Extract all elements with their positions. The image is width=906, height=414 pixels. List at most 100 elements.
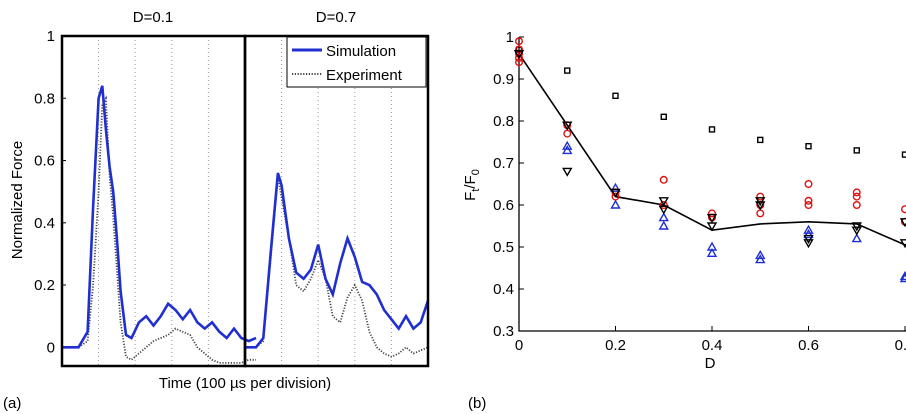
panel-a-ytick-label: 0 [47,339,55,356]
panel-a-ytick-label: 0.4 [34,215,55,232]
point-triangle-down-5 [658,205,669,215]
panel-b-y-label-text: Ft/F0 [462,169,482,201]
point-triangle-down-1 [562,121,573,131]
point-triangle-up-14 [899,273,906,283]
panel-b: 0 0.2 0.4 0.6 0.8 0.3 0.4 0.5 0.6 0.7 0.8 0.9 1 D Ft… [462,29,906,412]
panel-b-ytick-label: 0.4 [493,281,514,298]
point-square-5 [757,136,764,144]
point-triangle-up-2 [610,182,621,192]
point-triangle-up-0 [562,140,573,150]
point-circle-17 [804,196,813,205]
point-circle-11 [708,209,717,218]
panel-b-ytick-label: 0.8 [493,113,514,130]
legend-box [286,36,427,88]
panel-b-ytick-label: 0.5 [493,239,514,256]
panel-a-y-label: Normalized Force [9,141,26,259]
point-square-2 [612,92,619,100]
point-square-0 [515,46,523,53]
panel-a-left-experiment-line [62,95,256,364]
point-circle-6 [563,129,572,138]
point-triangle-up-10 [803,224,814,234]
panel-a-label: (a) [3,395,21,412]
point-triangle-down-14 [899,218,906,228]
point-circle-19 [852,188,861,197]
panel-b-xtick-label: 0.4 [702,337,723,354]
panel-b-ytick-label: 0.7 [493,155,514,172]
point-triangle-up-3 [610,199,621,209]
point-triangle-down-9 [755,201,766,211]
point-square-3 [660,113,667,121]
point-triangle-down-7 [706,222,718,232]
y-label-slash-f: /F [462,175,479,188]
panel-a-right-frame [243,34,430,368]
panel-b-markers [513,37,906,283]
panel-b-axes [518,37,906,332]
panel-a-title-left: D=0.1 [133,9,173,26]
panel-a-left-simulation-line [62,85,257,349]
point-triangle-up-8 [755,249,766,260]
point-circle-20 [852,192,861,201]
panel-b-xtick-label: 0.8 [895,337,906,354]
point-triangle-down-3 [610,188,621,198]
panel-b-xtick-label: 0 [515,337,523,354]
panel-b-ytick-label: 0.6 [493,197,514,214]
panel-a-legend: Simulation Experiment [286,36,427,88]
point-circle-2 [515,54,524,63]
panel-a: D=0.1 D=0.7 0 0.2 0.4 0.6 0.8 1 Simulation Ex… [3,9,430,412]
panel-a-ytick-label: 0.8 [34,90,55,107]
panel-a-ytick-label: 0.2 [34,277,55,294]
panel-a-right-experiment-line [245,175,429,358]
point-triangle-down-13 [851,226,862,236]
point-triangle-up-1 [562,144,573,155]
legend-simulation-label: Simulation [326,43,396,60]
point-square-1 [564,67,571,74]
point-circle-15 [756,192,765,201]
point-triangle-up-7 [706,247,718,257]
panel-a-ytick-label: 0.6 [34,153,55,170]
point-circle-18 [804,200,813,209]
point-triangle-down-15 [899,239,906,249]
panel-b-x-label: D [705,355,716,372]
panel-b-label: (b) [468,395,486,412]
point-square-8 [901,151,906,158]
panel-b-xtick-label: 0.2 [605,337,626,354]
panel-a-title-right: D=0.7 [316,9,356,26]
panel-b-ytick-label: 1 [506,29,514,46]
point-triangle-up-13 [899,270,906,281]
point-circle-16 [804,179,813,188]
panel-b-mean-line [518,53,906,246]
panel-b-ytick-label: 0.9 [493,71,514,88]
panel-a-x-label: Time (100 µs per division) [159,375,331,392]
point-square-4 [708,126,716,133]
point-circle-0 [515,37,524,46]
y-label-f: F [462,192,479,201]
panel-b-ticks: 0 0.2 0.4 0.6 0.8 0.3 0.4 0.5 0.6 0.7 0.8 0.9 1 [493,29,906,354]
point-circle-21 [852,200,861,209]
point-circle-1 [515,45,524,54]
point-triangle-down-0 [513,50,525,60]
y-label-sub-t: t [470,189,482,192]
point-triangle-up-11 [803,228,814,239]
panel-a-ytick-label: 1 [47,28,55,45]
point-square-7 [853,147,860,154]
legend-experiment-label: Experiment [326,67,403,84]
point-triangle-up-9 [755,254,766,264]
point-circle-9 [659,175,668,184]
point-triangle-down-4 [658,197,669,207]
point-triangle-down-6 [706,213,718,224]
point-triangle-up-5 [658,220,669,230]
point-circle-14 [756,209,765,218]
point-triangle-down-2 [562,167,573,177]
point-circle-10 [659,200,668,209]
point-square-6 [805,142,812,150]
y-label-sub-0: 0 [470,169,482,175]
panel-b-y-label: Ft/F0 [462,169,482,201]
point-triangle-up-4 [658,212,669,222]
panel-b-xtick-label: 0.6 [798,337,819,354]
point-triangle-up-12 [851,233,862,243]
point-triangle-down-11 [803,239,814,249]
panel-b-ytick-label: 0.3 [493,323,514,340]
point-circle-22 [901,205,906,214]
panel-a-right-simulation-line [245,172,430,349]
